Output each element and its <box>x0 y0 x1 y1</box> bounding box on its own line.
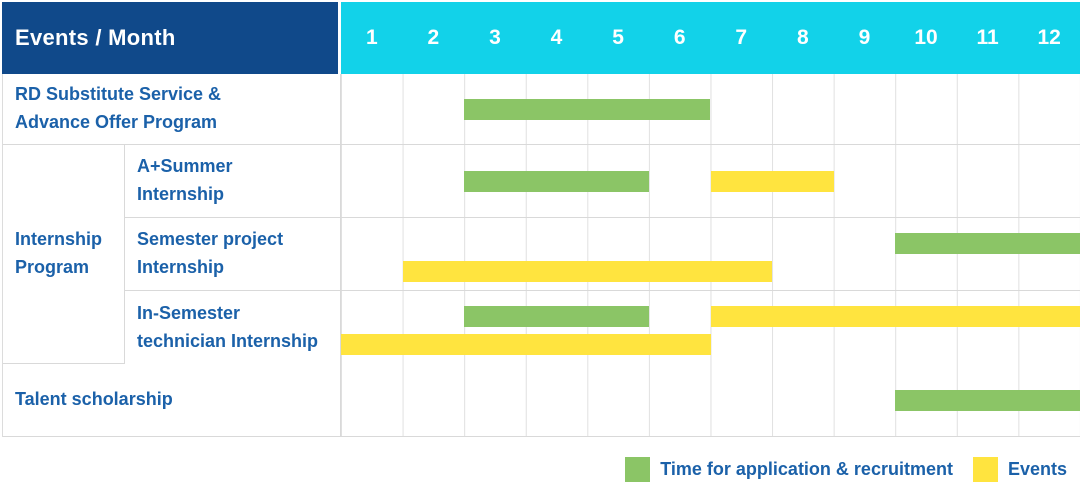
gantt-track-semester-project <box>340 218 1080 290</box>
row-label-rd-substitute: RD Substitute Service & Advance Offer Pr… <box>15 84 222 132</box>
gantt-track-rd-substitute <box>340 74 1080 144</box>
row-label-in-semester-technician: In-Semester technician Internship <box>137 302 319 351</box>
recruitment-swatch-icon <box>625 456 651 482</box>
gantt-bar-recruitment <box>464 98 711 120</box>
month-header-cell: 5 <box>612 26 624 49</box>
events-month-header: Events / Month <box>2 2 338 74</box>
gantt-bar-events <box>710 170 834 192</box>
legend-label-events: Events <box>1007 458 1067 479</box>
row-label-talent-scholarship: Talent scholarship <box>15 389 173 410</box>
table-row: RD Substitute Service & Advance Offer Pr… <box>3 74 1080 145</box>
gantt-track-talent-scholarship <box>340 364 1080 436</box>
month-header-cell: 12 <box>1037 26 1061 49</box>
gantt-bar-recruitment <box>895 233 1080 254</box>
month-header-cell: 3 <box>489 26 501 49</box>
group-label-internship-program: Internship Program <box>3 145 125 364</box>
gantt-bar-recruitment <box>895 389 1080 411</box>
legend-item-recruitment: Time for application & recruitment <box>625 456 953 482</box>
gantt-bar-recruitment <box>464 306 649 327</box>
month-header-cell: 8 <box>796 26 809 49</box>
month-header-cell: 6 <box>673 26 686 49</box>
header-divider <box>338 2 341 74</box>
legend: Time for application & recruitment Event… <box>0 452 1080 486</box>
month-header: 1 2 3 4 5 6 7 8 9 10 11 12 <box>341 2 1080 74</box>
month-header-cell: 2 <box>427 26 440 49</box>
legend-label-recruitment: Time for application & recruitment <box>660 458 953 479</box>
month-header-cell: 1 <box>365 26 378 49</box>
row-label-a-plus-summer: A+Summer Internship <box>137 156 233 204</box>
gantt-bar-recruitment <box>464 170 649 192</box>
events-swatch-icon <box>972 456 998 482</box>
gantt-track-a-plus-summer <box>340 145 1080 217</box>
month-header-cell: 4 <box>550 26 563 49</box>
table-row: In-Semester technician Internship <box>125 291 1080 364</box>
table-row: A+Summer Internship <box>125 145 1080 218</box>
gantt-bar-events <box>402 261 773 282</box>
table-body: RD Substitute Service & Advance Offer Pr… <box>2 74 1080 437</box>
month-header-cell: 10 <box>914 26 938 49</box>
internship-program-group: Internship Program A+Summer Internship S… <box>3 145 1080 364</box>
table-row: Semester project Internship <box>125 218 1080 291</box>
month-header-cell: 11 <box>976 26 999 49</box>
gantt-bar-events <box>710 306 1080 327</box>
gantt-bar-events <box>341 334 711 355</box>
month-header-cell: 9 <box>858 26 871 49</box>
row-label-semester-project: Semester project Internship <box>137 229 284 277</box>
legend-item-events: Events <box>972 456 1067 482</box>
gantt-chart: Events / Month 1 2 3 4 5 6 7 8 9 10 11 12 RD Substi… <box>2 2 1080 437</box>
table-row: Talent scholarship <box>3 364 1080 437</box>
gantt-track-in-semester-technician <box>340 291 1080 364</box>
month-header-cell: 7 <box>735 26 748 49</box>
table-header: Events / Month 1 2 3 4 5 6 7 8 9 10 11 12 <box>2 2 1080 74</box>
